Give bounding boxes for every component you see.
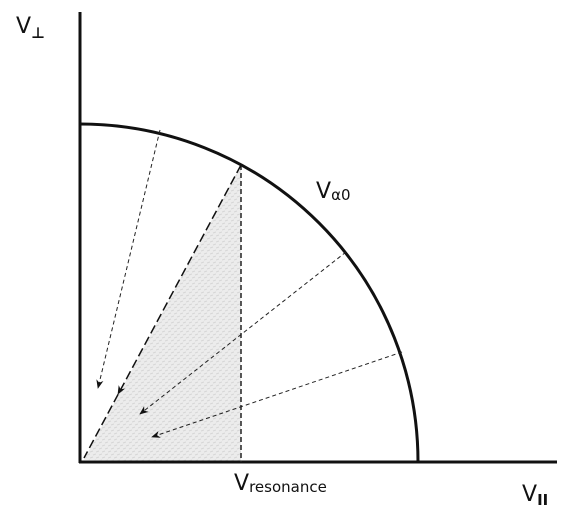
- subscript: II: [537, 491, 548, 509]
- subscript: α0: [331, 186, 350, 204]
- scatter-arrow: [151, 351, 403, 438]
- v-parallel-label: VII: [522, 482, 548, 509]
- subscript: resonance: [249, 478, 327, 496]
- velocity-circle: [79, 122, 420, 463]
- resonance-region: [84, 165, 241, 462]
- scatter-arrow: [96, 129, 161, 389]
- v-perp-label: V⊥: [16, 14, 45, 42]
- symbol: V: [234, 471, 249, 496]
- symbol: V: [16, 14, 31, 39]
- v-alpha0-label: Vα0: [316, 179, 351, 204]
- symbol: V: [522, 482, 537, 507]
- symbol: V: [316, 179, 331, 204]
- v-resonance-label: Vresonance: [234, 471, 327, 496]
- boundary-line: [83, 164, 242, 459]
- subscript: ⊥: [31, 24, 45, 42]
- scatter-arrow: [139, 251, 347, 415]
